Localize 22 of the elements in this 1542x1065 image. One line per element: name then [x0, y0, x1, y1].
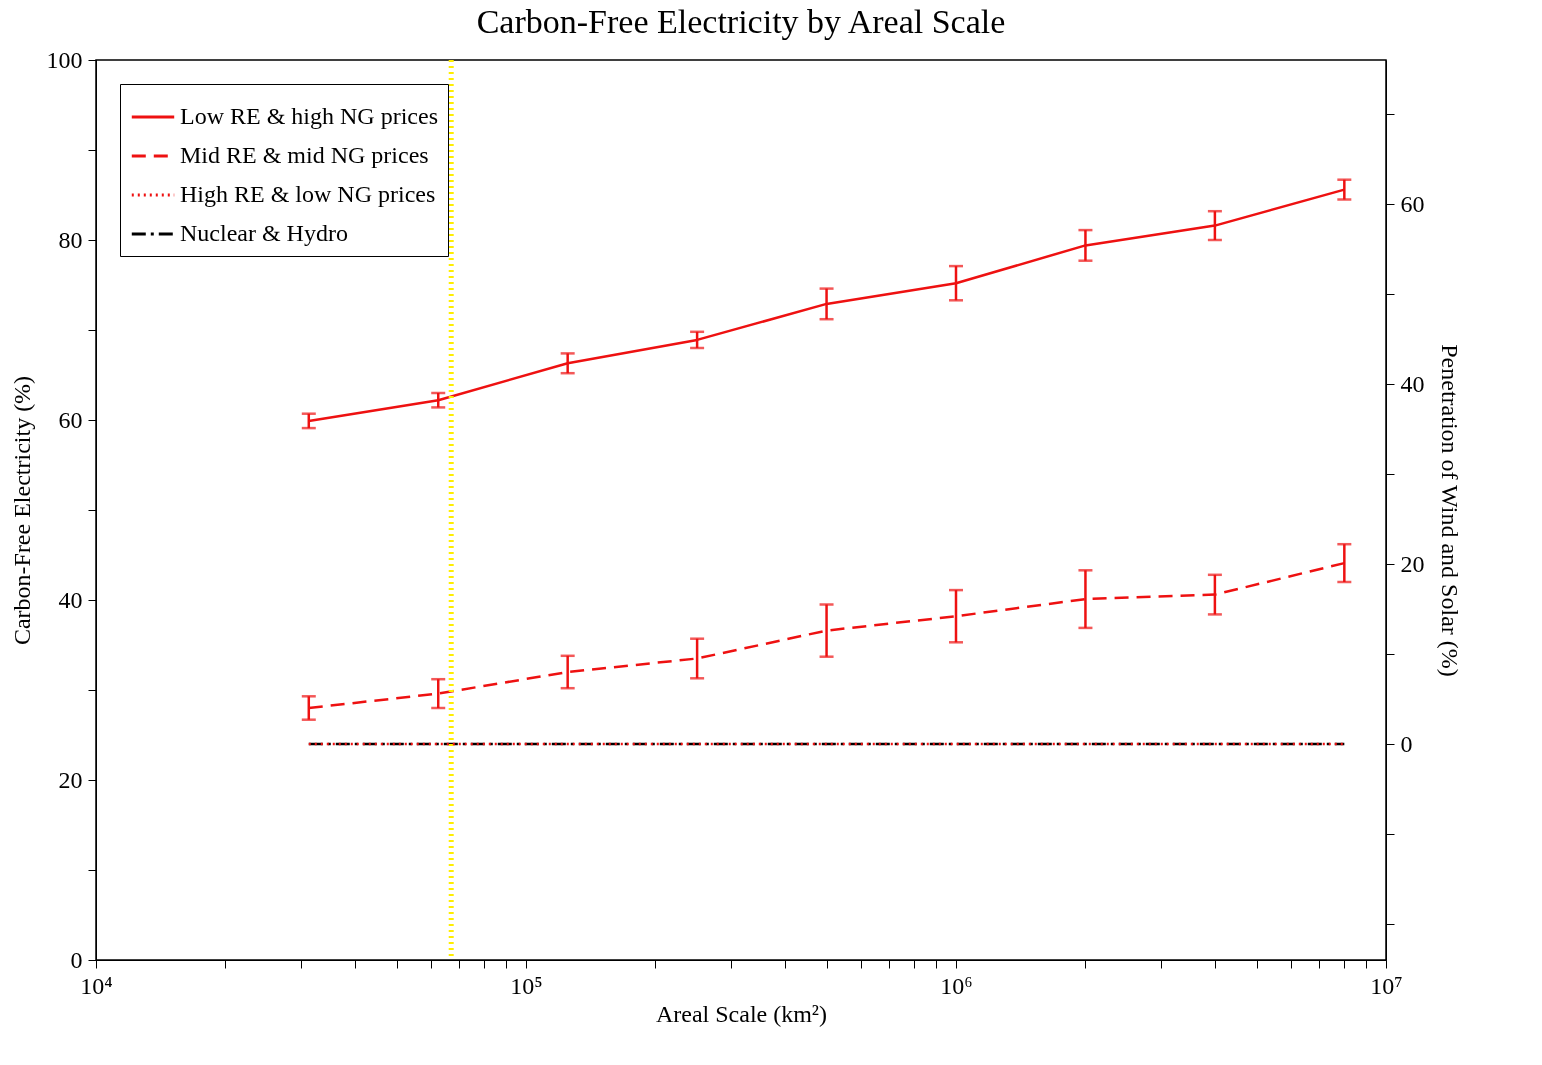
y2-tick-label: 60	[1400, 190, 1425, 217]
y2-tick-label: 40	[1400, 370, 1425, 397]
x-axis-title: Areal Scale (km²)	[655, 1000, 828, 1027]
y2-tick-label: 20	[1400, 550, 1425, 577]
chart-title: Carbon-Free Electricity by Areal Scale	[476, 3, 1006, 40]
legend-label: Mid RE & mid NG prices	[180, 142, 429, 168]
x-tick-label: 10⁴	[80, 972, 113, 999]
y-tick-label: 0	[70, 946, 83, 973]
y-axis-title: Carbon-Free Electricity (%)	[8, 375, 35, 646]
y2-axis-title: Penetration of Wind and Solar (%)	[1436, 344, 1463, 677]
y-tick-label: 20	[58, 766, 83, 793]
x-tick-label: 10⁵	[510, 972, 543, 999]
legend-label: High RE & low NG prices	[180, 181, 436, 207]
y-tick-label: 100	[46, 46, 83, 73]
y-tick-label: 60	[58, 406, 83, 433]
legend-label: Nuclear & Hydro	[180, 220, 348, 246]
y-tick-label: 40	[58, 586, 83, 613]
y-tick-label: 80	[58, 226, 83, 253]
y2-tick-label: 0	[1400, 730, 1413, 757]
legend-label: Low RE & high NG prices	[180, 103, 438, 129]
x-tick-label: 10⁷	[1370, 972, 1403, 999]
x-tick-label: 10⁶	[940, 972, 973, 999]
